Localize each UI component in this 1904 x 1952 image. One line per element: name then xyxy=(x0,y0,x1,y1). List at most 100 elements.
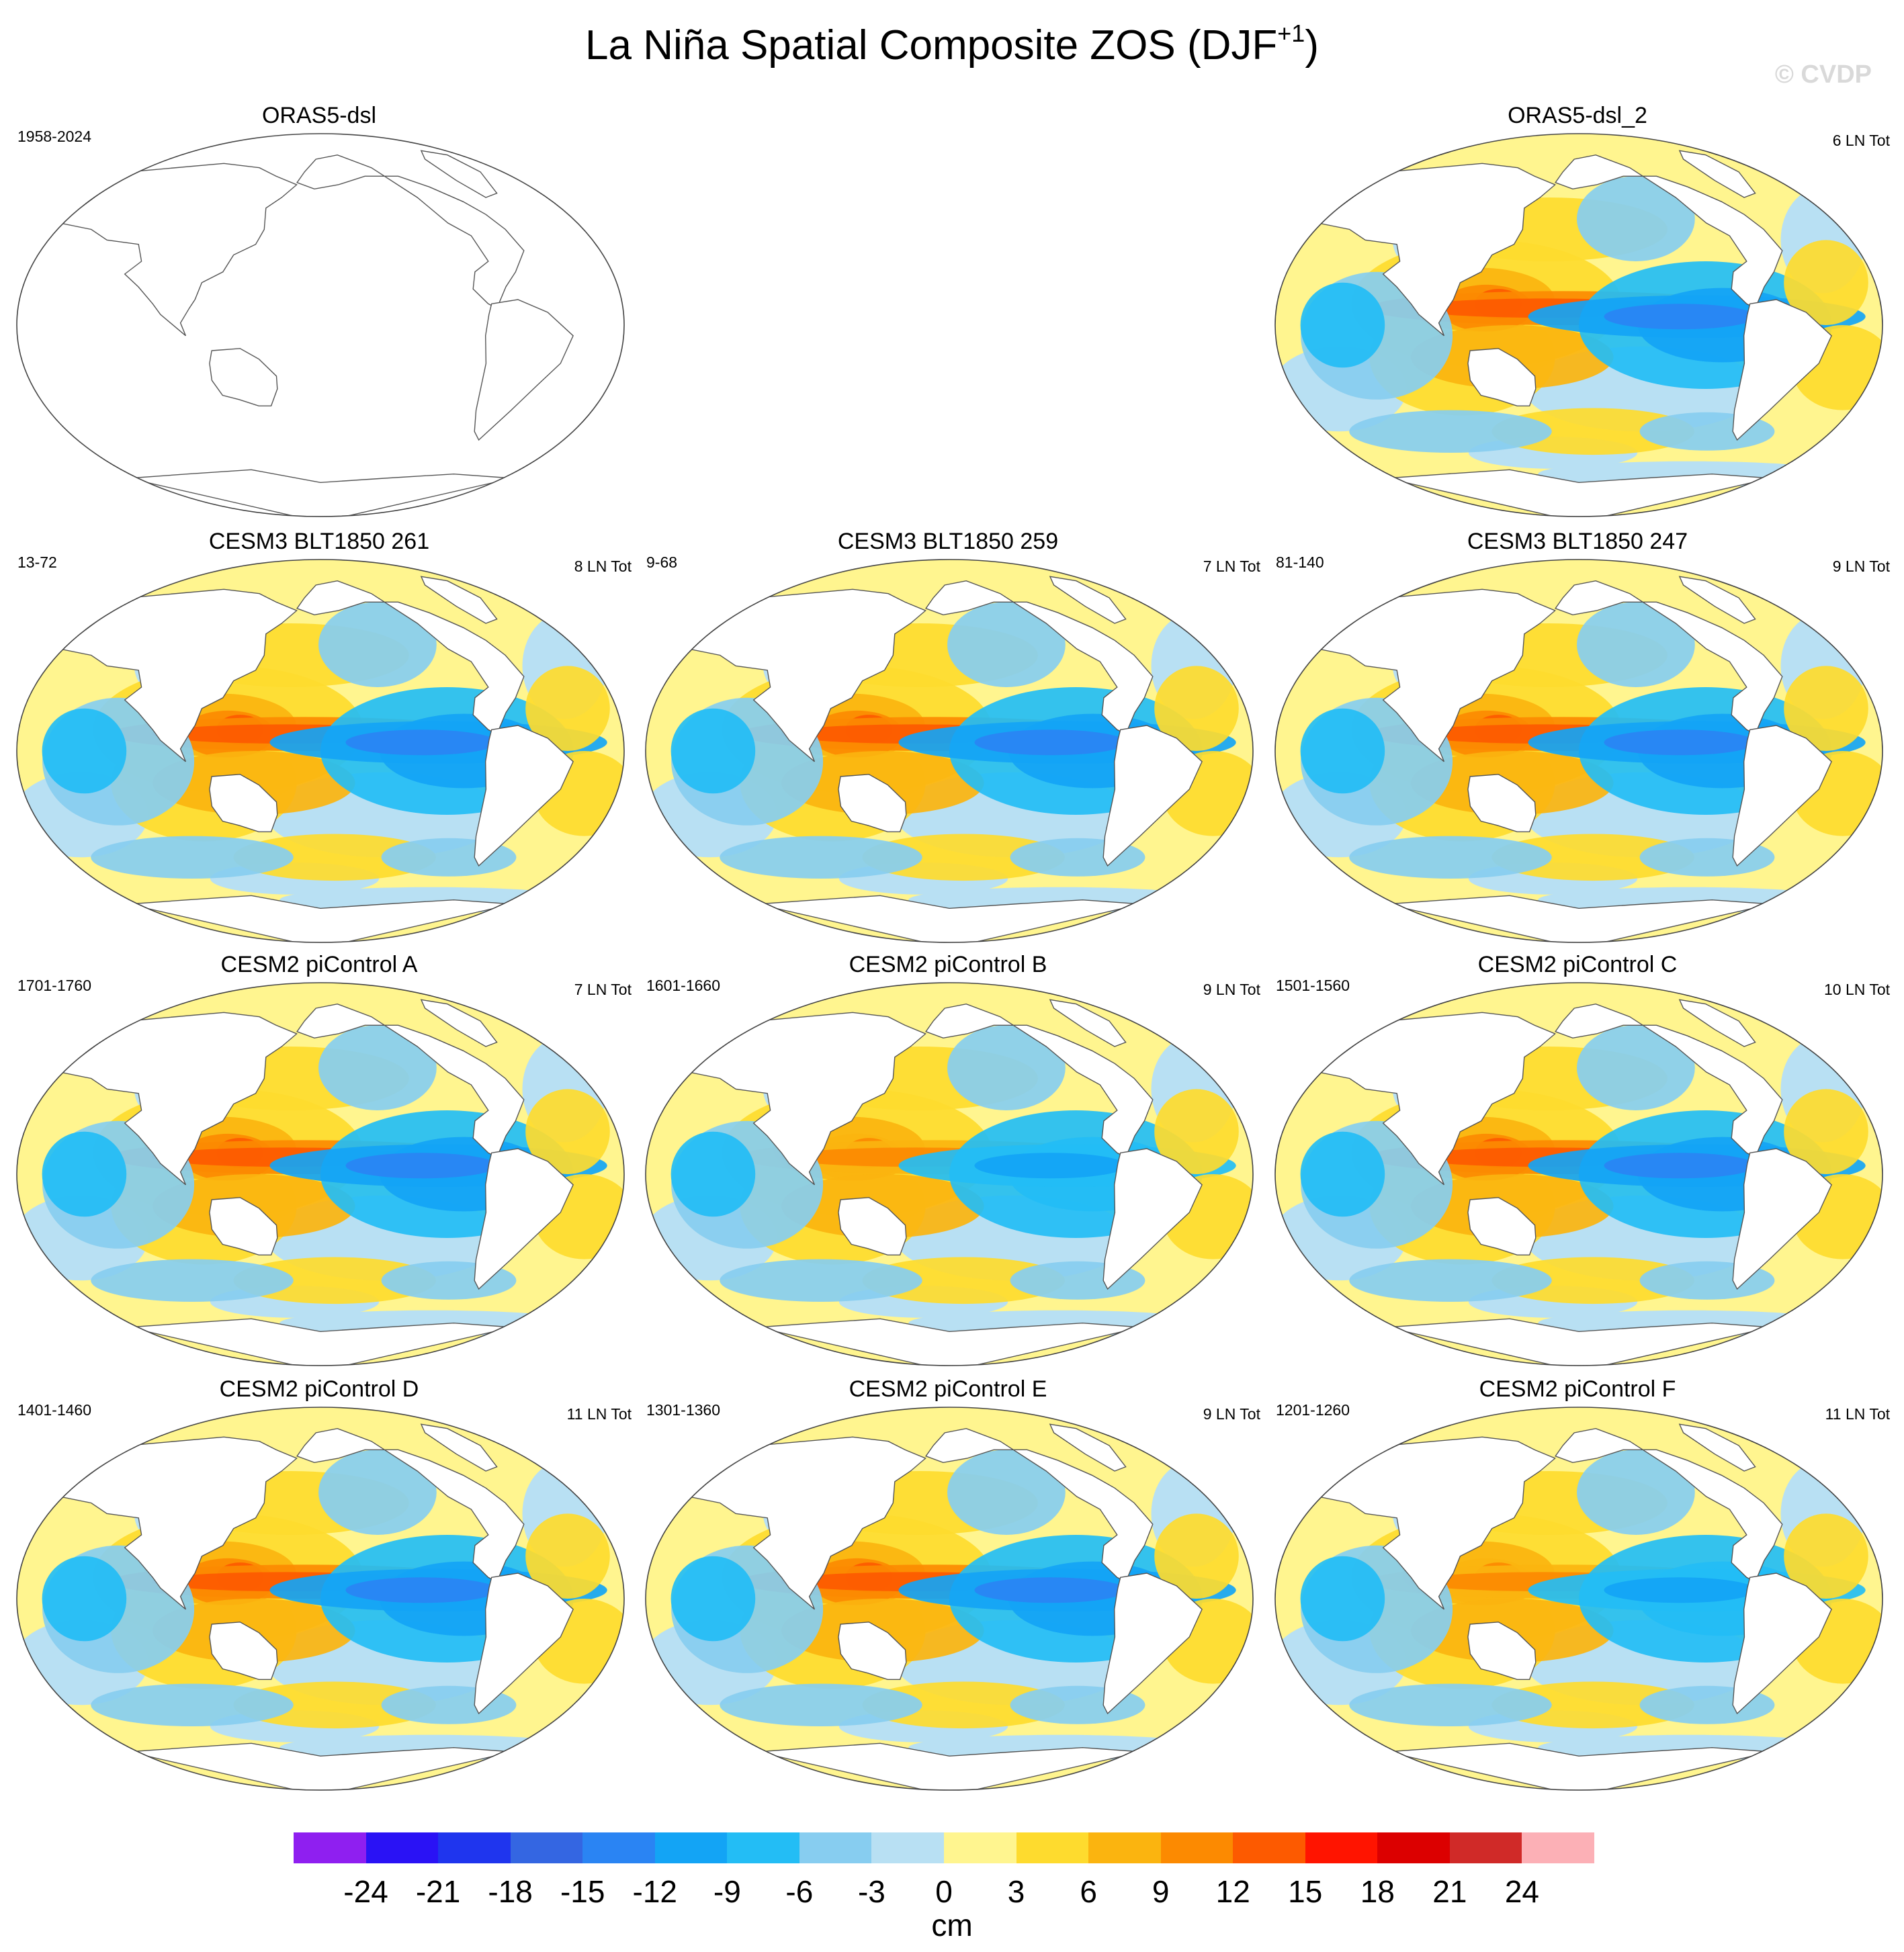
land-asia xyxy=(1317,163,1556,337)
land-australia xyxy=(209,348,278,406)
anomaly-contour xyxy=(1491,1257,1694,1304)
map-border xyxy=(645,1407,1254,1791)
anomaly-contour xyxy=(974,1577,1127,1603)
anomaly-contour xyxy=(947,602,1066,687)
land-antarctica xyxy=(757,895,1141,942)
panel-event-count: 8 LN Tot xyxy=(574,558,632,575)
colorbar-tick-label: 3 xyxy=(1007,1874,1025,1909)
map-panel: CESM2 piControl F 1201-1260 11 LN Tot xyxy=(1265,1374,1890,1804)
land-antarctica xyxy=(128,1318,513,1366)
land-greenland xyxy=(1049,576,1127,624)
land-greenland xyxy=(420,576,498,624)
anomaly-contour xyxy=(91,1683,294,1726)
land-northAmerica xyxy=(296,1427,525,1583)
colorbar-swatch xyxy=(799,1832,872,1863)
panel-period: 1501-1560 xyxy=(1276,977,1350,994)
land-northAmerica xyxy=(1555,1003,1783,1158)
anomaly-contour xyxy=(1300,708,1385,794)
land-asia xyxy=(687,1436,926,1610)
anomaly-contour xyxy=(1577,1450,1695,1535)
anomaly-contour xyxy=(318,602,437,687)
title-superscript: +1 xyxy=(1277,19,1305,47)
map-panel: CESM3 BLT1850 261 13-72 8 LN Tot xyxy=(7,527,632,957)
anomaly-contour xyxy=(1491,1681,1694,1729)
colorbar-tick-label: 15 xyxy=(1288,1874,1323,1909)
anomaly-contour xyxy=(862,1681,1065,1729)
anomaly-contour xyxy=(1300,1131,1385,1217)
anomaly-contour xyxy=(345,1577,498,1603)
land-northAmerica xyxy=(1555,1427,1783,1583)
land-southAmerica xyxy=(1732,299,1832,441)
panel-period: 1401-1460 xyxy=(17,1401,91,1419)
land-southAmerica xyxy=(1732,1148,1832,1290)
panel-period: 1701-1760 xyxy=(17,977,91,994)
colorbar-tick-label: -12 xyxy=(632,1874,677,1909)
land-antarctica xyxy=(1387,1318,1771,1366)
land-asia xyxy=(1317,1012,1556,1186)
panel-period: 1958-2024 xyxy=(17,128,91,145)
colorbar-tick-label: -15 xyxy=(560,1874,605,1909)
map-border xyxy=(645,982,1254,1366)
anomaly-contour xyxy=(720,1259,922,1302)
land-asia xyxy=(687,1012,926,1186)
anomaly-contour xyxy=(1154,666,1239,751)
anomaly-contour xyxy=(1349,1259,1552,1302)
colorbar-tick-label: 21 xyxy=(1432,1874,1467,1909)
anomaly-contour xyxy=(1784,666,1868,751)
anomaly-contour xyxy=(1577,602,1695,687)
land-antarctica xyxy=(1387,895,1771,942)
land-antarctica xyxy=(757,1742,1141,1790)
panel-title: CESM2 piControl B xyxy=(849,952,1047,977)
panel-period: 1301-1360 xyxy=(646,1401,720,1419)
anomaly-contour xyxy=(1577,176,1695,261)
map-panel: ORAS5-dsl 1958-2024 xyxy=(7,101,632,531)
colorbar-swatch xyxy=(1305,1832,1378,1863)
colorbar-tick-label: 18 xyxy=(1360,1874,1395,1909)
robinson-map xyxy=(645,982,1254,1366)
anomaly-contour xyxy=(233,1681,436,1729)
robinson-map xyxy=(16,982,625,1366)
panel-period: 9-68 xyxy=(646,553,678,571)
map-border xyxy=(1274,133,1883,517)
anomaly-contour xyxy=(1604,1577,1756,1603)
colorbar-swatch xyxy=(1377,1832,1451,1863)
land-greenland xyxy=(420,1423,498,1472)
anomaly-contour xyxy=(233,1257,436,1304)
land-greenland xyxy=(420,150,498,198)
land-antarctica xyxy=(128,1742,513,1790)
colorbar-swatch xyxy=(1233,1832,1306,1863)
figure-title: La Niña Spatial Composite ZOS (DJF+1) xyxy=(585,19,1319,69)
anomaly-contour xyxy=(1349,1683,1552,1726)
anomaly-contour xyxy=(42,1556,127,1642)
panel-period: 1601-1660 xyxy=(646,977,720,994)
land-northAmerica xyxy=(296,580,525,735)
colorbar-swatch xyxy=(1522,1832,1595,1863)
anomaly-contour xyxy=(91,836,294,879)
anomaly-contour xyxy=(947,1450,1066,1535)
robinson-map xyxy=(16,133,625,517)
colorbar-swatch xyxy=(510,1832,583,1863)
land-australia xyxy=(1467,1197,1537,1255)
land-antarctica xyxy=(1387,469,1771,517)
map-border xyxy=(645,559,1254,943)
anomaly-contour xyxy=(670,708,756,794)
map-panel: CESM2 piControl A 1701-1760 7 LN Tot xyxy=(7,950,632,1380)
land-greenland xyxy=(1678,999,1756,1047)
panel-event-count: 9 LN Tot xyxy=(1203,981,1260,998)
anomaly-contour xyxy=(525,1089,610,1174)
anomaly-contour xyxy=(42,708,127,794)
land-antarctica xyxy=(1387,1742,1771,1790)
colorbar-swatch xyxy=(582,1832,656,1863)
map-border xyxy=(16,1407,625,1791)
land-asia xyxy=(58,588,298,762)
map-panel: CESM2 piControl E 1301-1360 9 LN Tot xyxy=(636,1374,1260,1804)
map-panel: CESM3 BLT1850 259 9-68 7 LN Tot xyxy=(636,527,1260,957)
panel-title: CESM3 BLT1850 259 xyxy=(837,529,1059,554)
land-greenland xyxy=(1049,1423,1127,1472)
anomaly-contour xyxy=(345,729,498,756)
anomaly-contour xyxy=(233,834,436,881)
anomaly-contour xyxy=(1491,408,1694,455)
colorbar-tick-label: 6 xyxy=(1080,1874,1097,1909)
colorbar-tick-label: -24 xyxy=(343,1874,388,1909)
colorbar-swatch xyxy=(1016,1832,1089,1863)
